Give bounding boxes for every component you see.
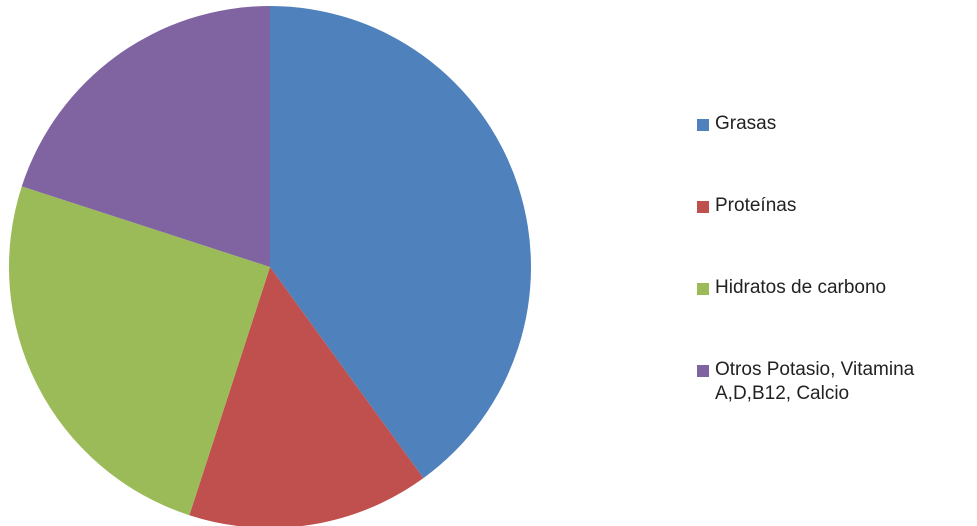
pie-slice	[21, 6, 271, 267]
pie-slice	[8, 186, 270, 516]
legend-item: Otros Potasio, Vitamina A,D,B12, Calcio	[697, 358, 972, 440]
legend-label: Grasas	[715, 113, 777, 134]
legend-label: Proteínas	[715, 195, 797, 216]
pie-slice	[189, 267, 424, 526]
pie-slice	[270, 6, 531, 479]
legend-swatch	[697, 365, 709, 377]
legend-item: Hidratos de carbono	[697, 276, 972, 358]
legend-swatch	[697, 283, 709, 295]
legend-swatch	[697, 119, 709, 131]
legend-swatch	[697, 201, 709, 213]
legend-item: Grasas	[697, 112, 972, 194]
legend: Grasas Proteínas Hidratos de carbono Otros …	[697, 112, 972, 440]
legend-label: Hidratos de carbono	[715, 277, 887, 298]
legend-label: Otros Potasio, Vitamina A,D,B12, Calcio	[715, 359, 915, 404]
legend-item: Proteínas	[697, 194, 972, 276]
